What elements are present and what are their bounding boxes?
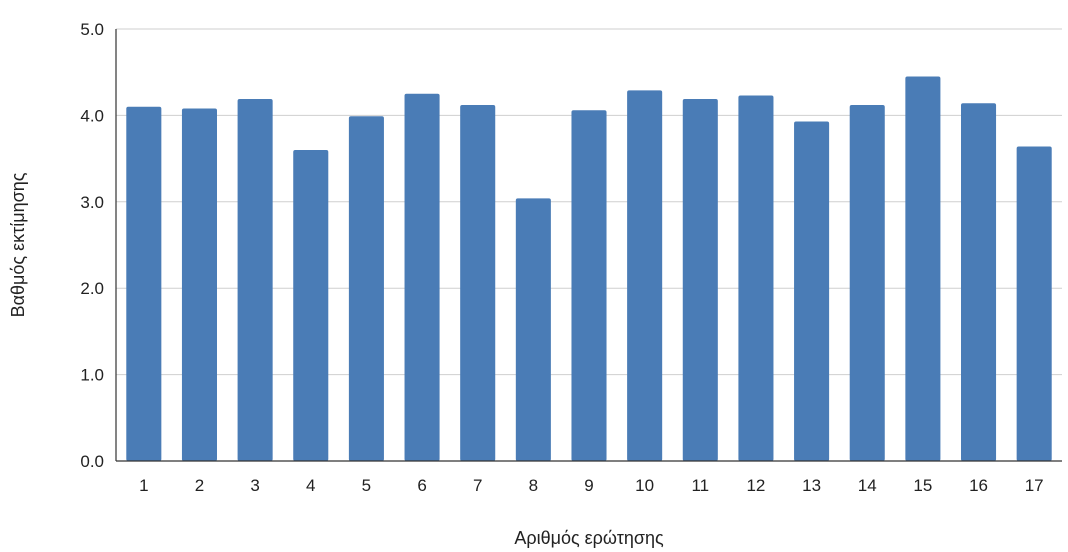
x-tick-label: 2 xyxy=(195,476,204,495)
bars xyxy=(126,76,1052,462)
bar-8 xyxy=(515,198,551,461)
bar-13 xyxy=(794,121,830,461)
x-tick-label: 9 xyxy=(584,476,593,495)
y-tick-label: 1.0 xyxy=(80,366,104,385)
bar-1 xyxy=(126,106,162,461)
y-tick-label: 3.0 xyxy=(80,193,104,212)
y-tick-label: 4.0 xyxy=(80,106,104,125)
bar-10 xyxy=(627,90,663,462)
bar-12 xyxy=(738,95,774,461)
y-tick-labels: 0.0 1.0 2.0 3.0 4.0 5.0 xyxy=(80,20,104,471)
bar-14 xyxy=(849,105,885,462)
y-tick-label: 5.0 xyxy=(80,20,104,39)
bar-6 xyxy=(404,93,440,462)
x-tick-label: 7 xyxy=(473,476,482,495)
y-tick-label: 2.0 xyxy=(80,279,104,298)
bar-17 xyxy=(1016,146,1052,461)
x-tick-label: 11 xyxy=(691,476,709,495)
x-tick-labels: 1 2 3 4 5 6 7 8 9 10 11 12 13 14 15 16 17 xyxy=(139,476,1044,495)
y-axis-title: Βαθμός εκτίμησης xyxy=(8,172,28,317)
x-tick-label: 3 xyxy=(250,476,259,495)
bar-4 xyxy=(293,149,329,461)
bar-5 xyxy=(348,116,384,461)
bar-16 xyxy=(961,103,997,461)
x-tick-label: 6 xyxy=(417,476,426,495)
x-tick-label: 13 xyxy=(802,476,821,495)
x-tick-label: 16 xyxy=(969,476,988,495)
bar-2 xyxy=(181,108,217,461)
x-tick-label: 8 xyxy=(529,476,538,495)
bar-9 xyxy=(571,110,607,461)
x-tick-label: 10 xyxy=(635,476,654,495)
bar-7 xyxy=(460,105,496,462)
x-tick-label: 12 xyxy=(746,476,765,495)
x-tick-label: 17 xyxy=(1025,476,1044,495)
x-tick-label: 14 xyxy=(858,476,877,495)
x-tick-label: 15 xyxy=(913,476,932,495)
x-tick-label: 4 xyxy=(306,476,315,495)
bar-11 xyxy=(682,98,718,461)
y-tick-label: 0.0 xyxy=(80,452,104,471)
bar-3 xyxy=(237,98,273,461)
x-axis-title: Αριθμός ερώτησης xyxy=(514,528,664,548)
x-tick-label: 5 xyxy=(362,476,371,495)
x-tick-label: 1 xyxy=(139,476,148,495)
bar-15 xyxy=(905,76,941,462)
